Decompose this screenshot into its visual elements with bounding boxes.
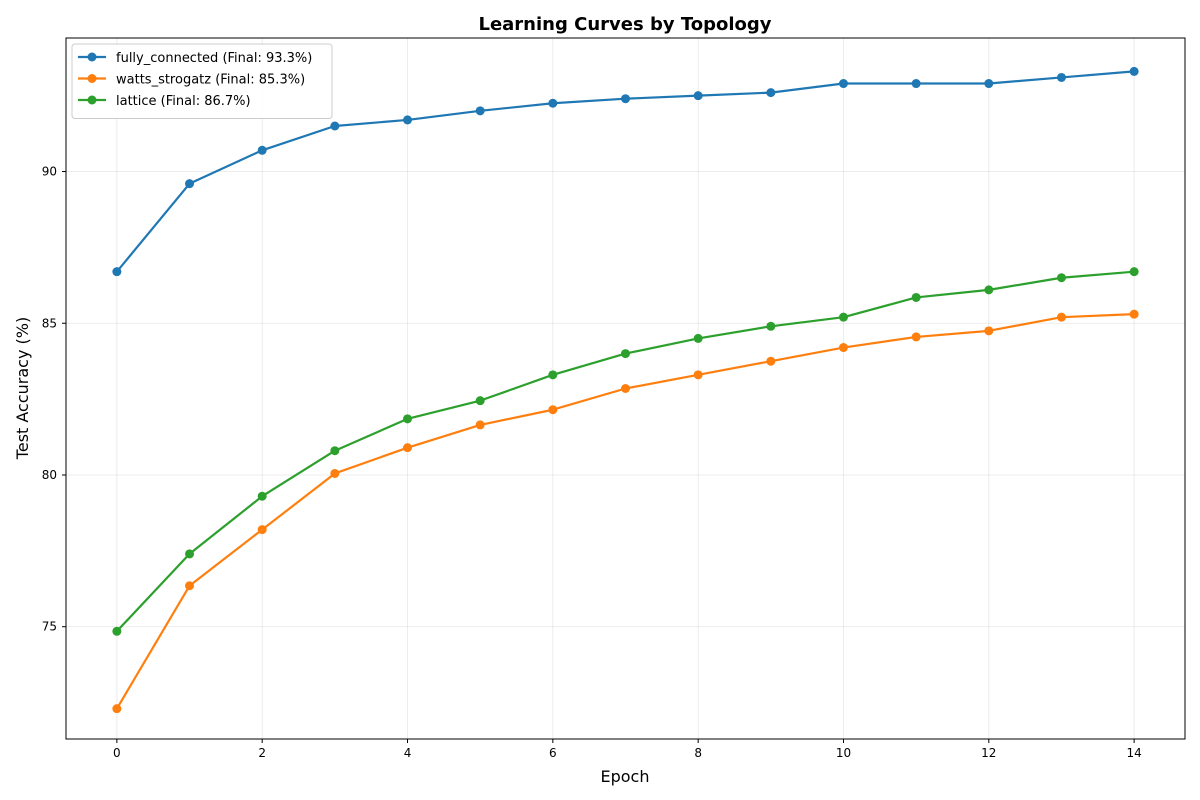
data-point <box>548 405 558 415</box>
data-point <box>766 88 776 98</box>
y-tick-label: 85 <box>42 316 57 330</box>
data-point <box>112 626 122 636</box>
legend-item: watts_strogatz (Final: 85.3%) <box>78 73 305 88</box>
legend: fully_connected (Final: 93.3%) watts_stro… <box>71 43 333 119</box>
legend-swatch-marker <box>87 74 97 83</box>
data-point <box>693 370 703 380</box>
data-point <box>112 704 122 714</box>
data-point <box>766 356 776 366</box>
x-tick-label: 10 <box>836 746 851 760</box>
data-point <box>475 396 485 406</box>
data-point <box>693 333 703 343</box>
data-point <box>257 145 267 155</box>
x-tick-label: 12 <box>981 746 996 760</box>
data-point <box>185 179 195 189</box>
series-line <box>115 313 1135 710</box>
series-1 <box>112 66 1139 277</box>
series-3 <box>112 267 1139 636</box>
data-point <box>838 312 848 322</box>
data-point <box>984 326 994 336</box>
data-point <box>1056 72 1066 82</box>
data-point <box>257 491 267 501</box>
legend-label: lattice (Final: 86.7%) <box>116 94 251 109</box>
ticks-layer: 0 2 4 6 8 10 12 14 75 80 85 90 <box>42 165 1142 760</box>
legend-swatch-marker <box>87 95 97 105</box>
data-point <box>984 79 994 89</box>
legend-label: watts_strogatz (Final: 85.3%) <box>116 73 305 88</box>
data-point <box>911 332 921 342</box>
data-point <box>621 349 630 359</box>
x-axis-label: Epoch <box>601 767 650 786</box>
y-axis-label: Test Accuracy (%) <box>13 317 32 460</box>
data-point <box>185 549 195 559</box>
data-point <box>330 121 340 131</box>
data-point <box>330 446 340 456</box>
data-point <box>838 343 848 353</box>
plot-frame <box>65 37 1186 740</box>
data-point <box>766 321 776 331</box>
legend-item: fully_connected (Final: 93.3%) <box>78 51 312 66</box>
y-tick-label: 90 <box>42 165 57 179</box>
data-point <box>257 525 267 535</box>
data-point <box>1129 66 1139 76</box>
series-layer <box>112 66 1139 714</box>
y-tick-label: 75 <box>42 620 57 634</box>
x-tick-label: 8 <box>694 746 702 760</box>
data-point <box>911 292 921 302</box>
data-point <box>1129 309 1139 319</box>
x-tick-label: 4 <box>404 746 412 760</box>
x-tick-label: 6 <box>549 746 557 760</box>
legend-swatch-marker <box>87 52 97 62</box>
series-2 <box>112 309 1139 714</box>
series-line <box>116 270 1135 633</box>
data-point <box>838 79 848 89</box>
data-point <box>548 370 558 380</box>
data-point <box>1056 273 1066 283</box>
data-point <box>548 98 558 108</box>
x-tick-label: 0 <box>113 746 121 760</box>
data-point <box>330 468 340 478</box>
data-point <box>112 267 122 277</box>
legend-box <box>71 43 333 119</box>
legend-item: lattice (Final: 86.7%) <box>78 94 251 109</box>
data-point <box>403 414 413 424</box>
data-point <box>1056 312 1066 322</box>
data-point <box>475 106 485 116</box>
data-point <box>621 384 630 393</box>
data-point <box>185 581 195 591</box>
data-point <box>984 285 994 295</box>
data-point <box>911 79 921 89</box>
legend-label: fully_connected (Final: 93.3%) <box>116 51 312 66</box>
data-point <box>403 443 413 453</box>
y-tick-label: 80 <box>42 468 57 482</box>
data-point <box>403 115 413 125</box>
data-point <box>693 91 703 101</box>
x-tick-label: 2 <box>258 746 266 760</box>
x-tick-label: 14 <box>1126 746 1141 760</box>
data-point <box>1129 267 1139 277</box>
data-point <box>475 420 485 430</box>
chart-title: Learning Curves by Topology <box>478 14 771 35</box>
grid-layer <box>66 38 1185 739</box>
data-point <box>621 94 630 104</box>
